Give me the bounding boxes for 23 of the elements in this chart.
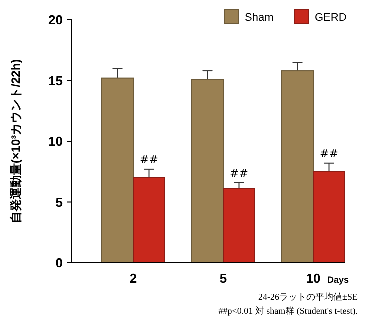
bar — [102, 78, 134, 264]
annotation: ## — [320, 147, 338, 160]
text: 24-26ラットの平均値±SE — [258, 292, 358, 302]
y-tick-label: 10 — [48, 134, 63, 150]
bar — [223, 188, 256, 264]
text: ##p<0.01 対 sham群 (Student's t-test). — [218, 306, 358, 316]
bar — [282, 70, 314, 264]
x-tick-label: 5 — [220, 271, 228, 286]
y-tick-label: 15 — [48, 73, 63, 88]
y-tick-label: 5 — [56, 194, 63, 210]
legend-label: Sham — [245, 12, 274, 24]
y-tick-label: 0 — [56, 256, 63, 271]
annotation: ## — [230, 166, 248, 180]
y-axis-title: 自発運動量(×10³カウント/22h) — [9, 59, 23, 224]
bar — [192, 79, 224, 264]
y-tick-label: 20 — [48, 12, 63, 28]
bar — [313, 171, 346, 264]
legend-label: GERD — [315, 12, 347, 24]
x-axis-title: Days — [328, 275, 350, 285]
annotation: ## — [140, 153, 158, 166]
bar — [133, 177, 166, 264]
x-tick-label: 10 — [306, 271, 321, 286]
x-tick-label: 2 — [130, 271, 138, 286]
